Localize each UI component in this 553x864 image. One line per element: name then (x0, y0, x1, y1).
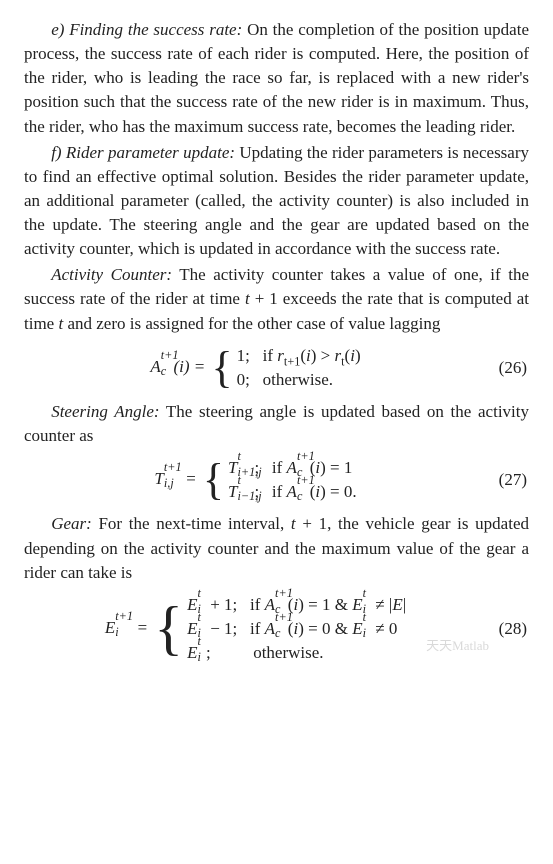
equation-28-number: (28) (487, 617, 529, 641)
gear-text: For the next-time interval, t + 1, the v… (24, 514, 529, 581)
equation-28-body: Et+1i = { Eti + 1; if At+1c (i) = 1 & Et… (24, 593, 487, 665)
steering-angle-paragraph: Steering Angle: The steering angle is up… (24, 400, 529, 448)
equation-26: At+1c (i) = { 1; if rt+1(i) > rt(i) 0; o… (24, 344, 529, 392)
section-e-paragraph: e) Finding the success rate: On the comp… (24, 18, 529, 139)
gear-heading: Gear: (51, 514, 92, 533)
steering-angle-heading: Steering Angle: (51, 402, 159, 421)
section-f-paragraph: f) Rider parameter update: Updating the … (24, 141, 529, 262)
equation-26-number: (26) (487, 356, 529, 380)
eq28-case3-cond: otherwise. (253, 643, 323, 662)
equation-28: Et+1i = { Eti + 1; if At+1c (i) = 1 & Et… (24, 593, 529, 665)
eq26-case2-val: 0; (237, 370, 250, 389)
activity-counter-heading: Activity Counter: (51, 265, 172, 284)
gear-paragraph: Gear: For the next-time interval, t + 1,… (24, 512, 529, 584)
equation-26-body: At+1c (i) = { 1; if rt+1(i) > rt(i) 0; o… (24, 344, 487, 392)
section-f-heading: f) Rider parameter update: (51, 143, 235, 162)
activity-counter-paragraph: Activity Counter: The activity counter t… (24, 263, 529, 335)
equation-27: Tt+1i,j = { Tti+1,j ; if At+1c (i) = 1 T… (24, 456, 529, 504)
equation-27-number: (27) (487, 468, 529, 492)
equation-27-body: Tt+1i,j = { Tti+1,j ; if At+1c (i) = 1 T… (24, 456, 487, 504)
eq26-case1-val: 1; (237, 346, 250, 365)
eq26-case2-cond: otherwise. (263, 370, 333, 389)
section-e-heading: e) Finding the success rate: (51, 20, 242, 39)
